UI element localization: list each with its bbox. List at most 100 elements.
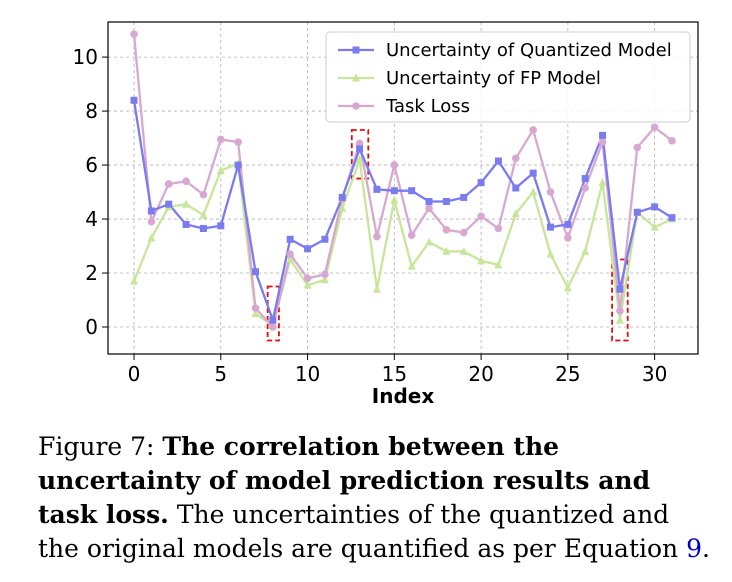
- caption-title: The correlation between the uncertainty …: [38, 432, 651, 529]
- data-point: [216, 165, 225, 174]
- data-point: [372, 284, 381, 293]
- data-point: [407, 231, 416, 240]
- caption-text: The uncertainties of the quantized and t…: [38, 500, 687, 563]
- data-point: [529, 187, 538, 196]
- highlight-box: [350, 129, 370, 180]
- figure-caption: Figure 7: The correlation between the un…: [38, 430, 714, 566]
- legend-label: Uncertainty of Quantized Model: [386, 40, 672, 61]
- data-point: [599, 131, 607, 139]
- data-point: [182, 220, 190, 228]
- x-tick-label: 25: [555, 362, 580, 386]
- data-point: [199, 210, 208, 219]
- data-point: [165, 200, 173, 208]
- data-point: [512, 184, 520, 192]
- data-point: [425, 237, 434, 246]
- data-point: [511, 154, 520, 163]
- data-point: [286, 235, 294, 243]
- data-point: [217, 222, 225, 230]
- data-point: [459, 228, 468, 237]
- legend: Uncertainty of Quantized Model Uncertaint…: [325, 31, 691, 123]
- data-point: [494, 157, 502, 165]
- data-point: [563, 283, 572, 292]
- data-point: [252, 268, 259, 276]
- data-point: [616, 285, 624, 293]
- y-tick-label: 2: [85, 261, 98, 285]
- data-point: [390, 187, 398, 195]
- legend-marker: [352, 73, 360, 82]
- data-point: [199, 190, 208, 199]
- data-point: [494, 260, 503, 269]
- data-point: [633, 143, 642, 152]
- data-point: [130, 30, 138, 38]
- y-tick-label: 0: [85, 315, 98, 339]
- data-point: [425, 204, 433, 213]
- data-point: [442, 226, 451, 234]
- data-point: [477, 179, 485, 187]
- series-markers: [130, 30, 676, 331]
- data-point: [650, 222, 659, 231]
- data-point: [356, 145, 364, 153]
- data-point: [199, 224, 207, 232]
- data-point: [147, 207, 155, 215]
- series-line: [132, 158, 673, 327]
- data-point: [320, 275, 329, 284]
- data-point: [407, 261, 416, 270]
- data-point: [581, 184, 590, 192]
- data-point: [303, 274, 312, 283]
- data-point: [668, 136, 676, 145]
- data-point: [321, 235, 329, 243]
- legend-frame: [325, 31, 691, 123]
- data-point: [598, 138, 607, 146]
- y-tick-label: 6: [85, 153, 98, 177]
- data-point: [564, 234, 572, 242]
- x-tick-label: 5: [214, 362, 227, 386]
- data-point: [338, 203, 347, 212]
- legend-marker: [352, 46, 360, 54]
- data-point: [668, 214, 676, 222]
- data-point: [373, 232, 381, 241]
- data-point: [234, 138, 242, 146]
- data-point: [442, 197, 450, 205]
- data-point: [598, 178, 607, 187]
- data-point: [130, 96, 138, 104]
- y-tick-label: 4: [85, 207, 98, 231]
- data-point: [494, 224, 503, 233]
- equation-ref-link[interactable]: 9: [686, 534, 703, 563]
- data-point: [408, 187, 416, 195]
- data-point: [164, 180, 173, 188]
- y-tick-label: 8: [85, 99, 98, 123]
- data-point: [303, 280, 312, 289]
- plot-frame: [107, 21, 699, 355]
- data-point: [147, 233, 156, 242]
- legend-label: Uncertainty of FP Model: [386, 68, 601, 89]
- x-tick-label: 10: [295, 362, 320, 386]
- data-point: [216, 135, 225, 144]
- data-point: [269, 323, 277, 331]
- x-tick-label: 30: [642, 362, 667, 386]
- axis-ticks: 0 5 10 15 20 25 30 0 2 4 6 8 10: [73, 45, 668, 386]
- data-point: [477, 212, 485, 221]
- data-point: [615, 315, 624, 324]
- y-tick-label: 10: [73, 45, 98, 69]
- data-point: [390, 195, 399, 204]
- highlight-box: [611, 258, 629, 342]
- x-tick-label: 15: [382, 362, 407, 386]
- data-point: [425, 197, 433, 205]
- data-point: [286, 250, 295, 258]
- series-line: [132, 100, 673, 322]
- data-point: [633, 208, 641, 216]
- data-point: [269, 316, 277, 324]
- caption-end: .: [702, 534, 710, 563]
- data-point: [182, 199, 191, 208]
- data-point: [651, 203, 659, 211]
- data-point: [546, 188, 555, 196]
- caption-label: Figure 7:: [38, 432, 163, 461]
- data-point: [304, 245, 312, 253]
- data-point: [546, 249, 555, 258]
- data-point: [130, 276, 139, 285]
- legend-marker: [352, 102, 360, 110]
- data-point: [581, 175, 589, 183]
- data-point: [477, 256, 486, 265]
- x-tick-label: 0: [128, 362, 141, 386]
- data-point: [616, 307, 624, 315]
